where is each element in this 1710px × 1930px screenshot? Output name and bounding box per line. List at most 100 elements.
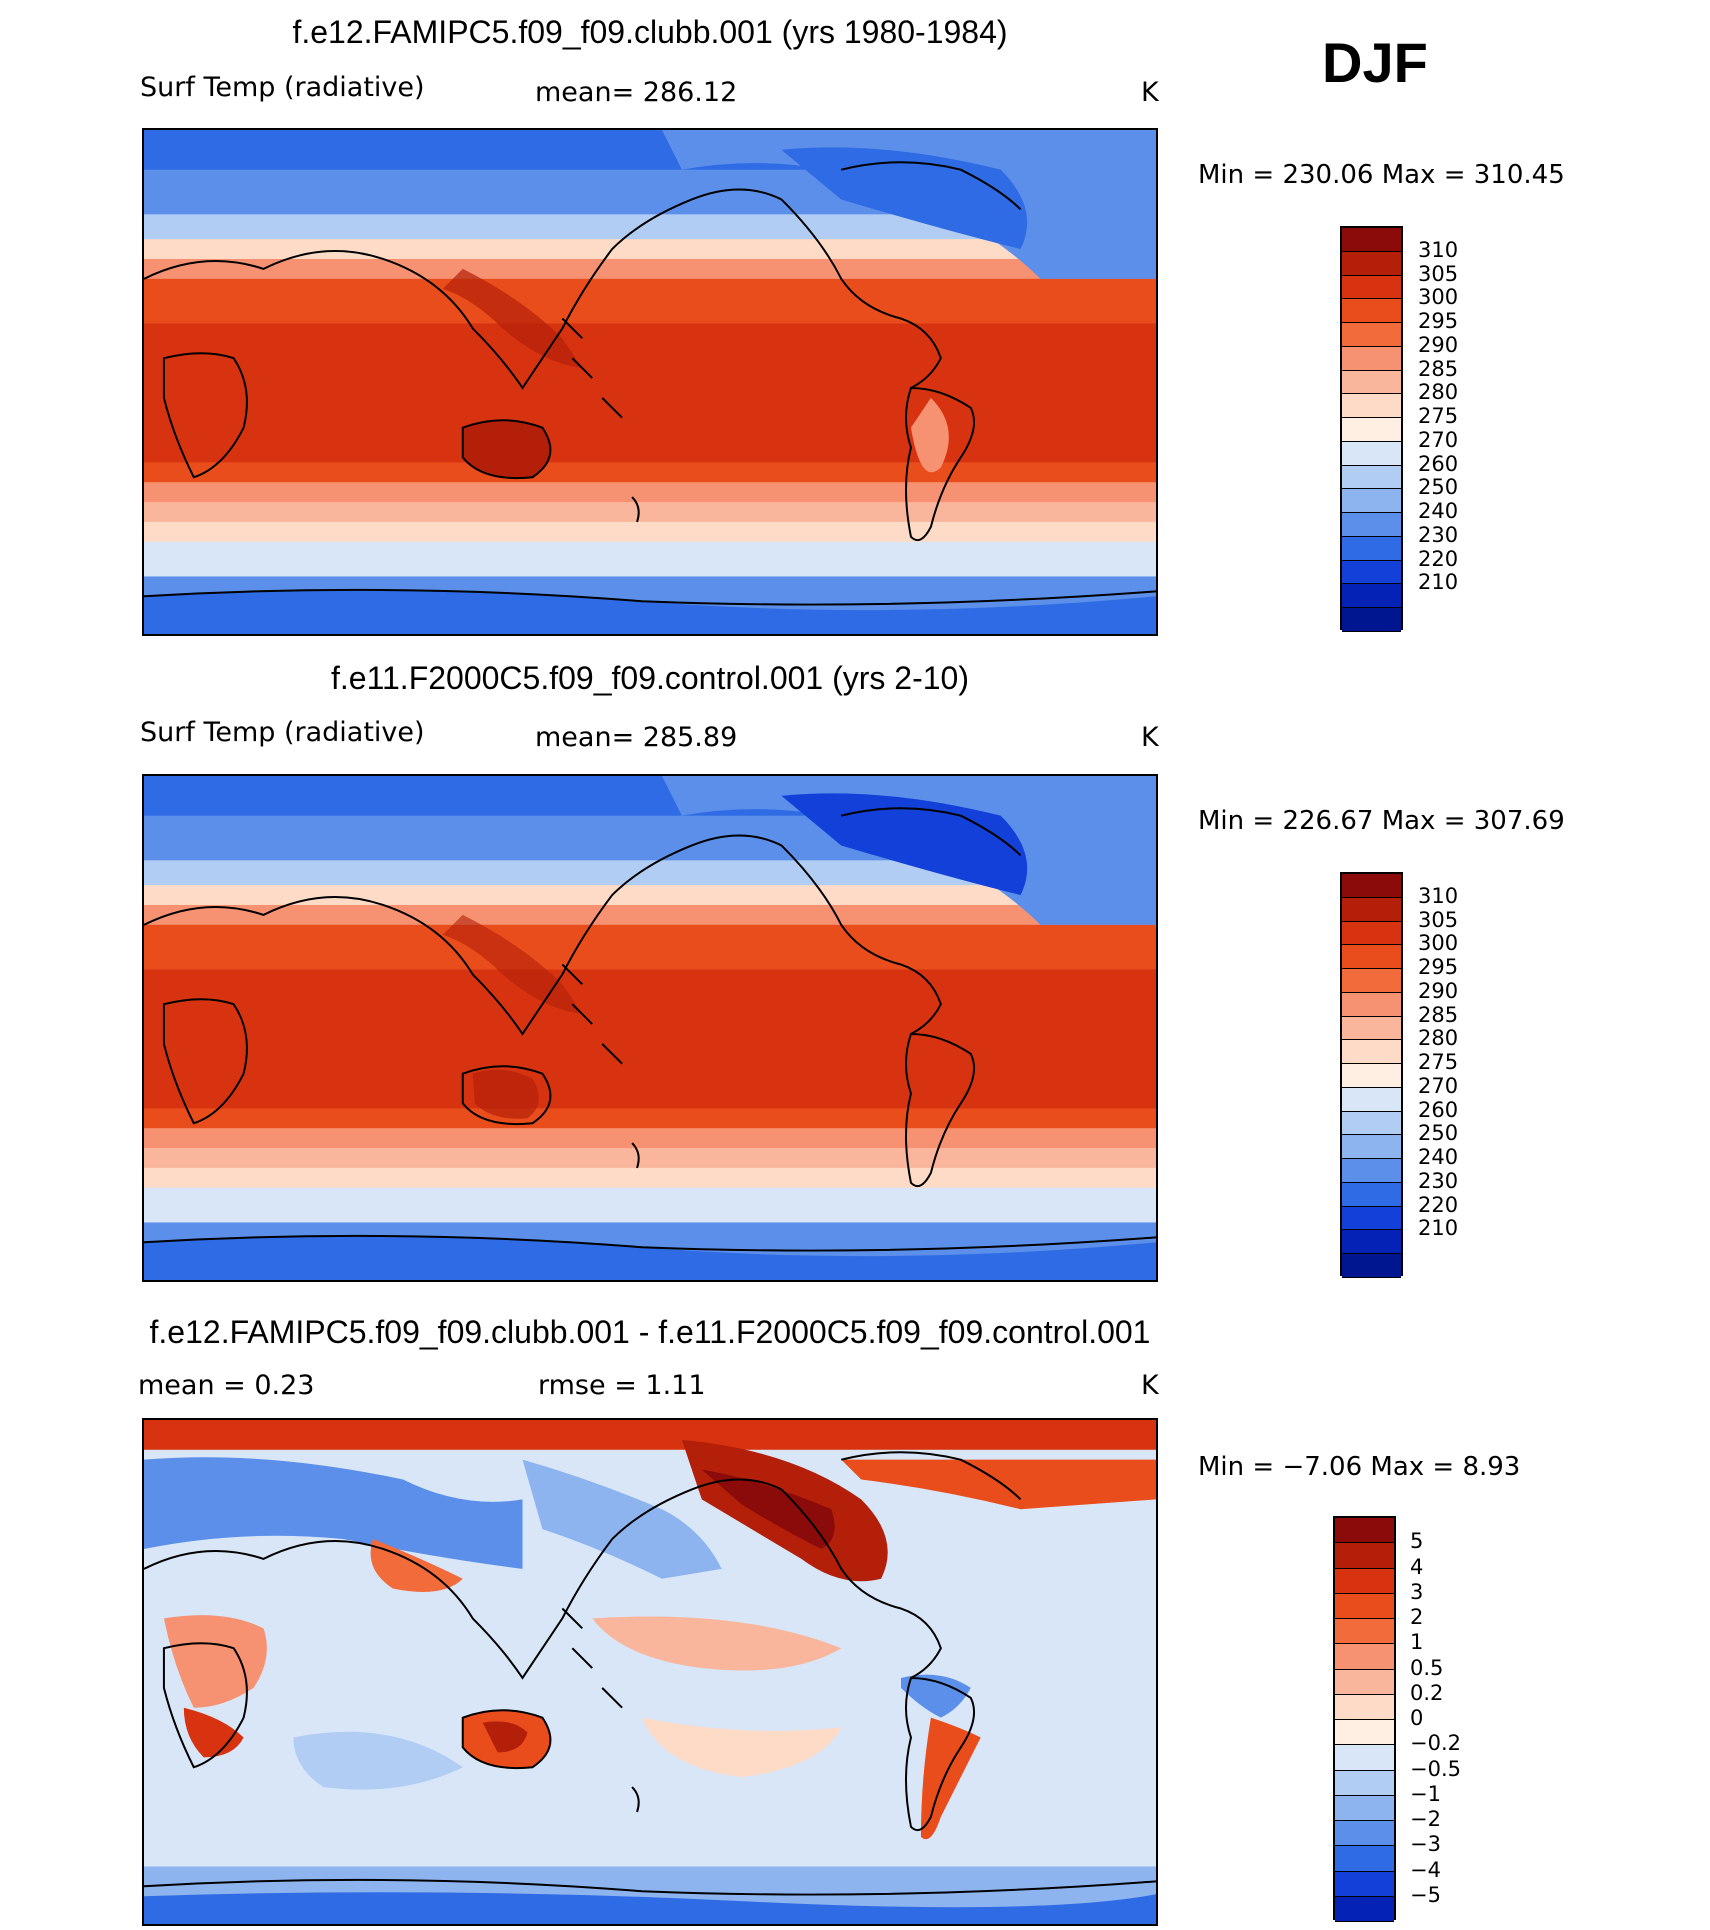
colorbar-swatch	[1342, 418, 1401, 442]
colorbar-swatch	[1335, 1619, 1394, 1645]
colorbar-swatch	[1342, 874, 1401, 898]
colorbar-swatch	[1342, 897, 1401, 922]
colorbar-swatch	[1342, 921, 1401, 946]
colorbar-swatch	[1342, 969, 1401, 993]
colorbar-tick-label: 220	[1418, 546, 1459, 571]
colorbar-swatch	[1342, 536, 1401, 561]
panel-2-variable-label: Surf Temp (radiative)	[140, 717, 425, 748]
colorbar-tick-label: 210	[1418, 570, 1459, 595]
colorbar-swatch	[1342, 465, 1401, 490]
colorbar-tick-label: 285	[1418, 1002, 1459, 1027]
colorbar-tick-label: −4	[1410, 1857, 1441, 1882]
panel-1-map	[142, 128, 1158, 636]
colorbar-swatch	[1335, 1669, 1394, 1695]
colorbar-swatch	[1342, 992, 1401, 1017]
panel-1-field	[144, 130, 1156, 634]
colorbar-tick-label: 270	[1418, 1073, 1459, 1098]
colorbar-tick-label: 275	[1418, 404, 1459, 429]
colorbar-tick-label: 305	[1418, 907, 1459, 932]
panel-1-units-label: K	[1141, 77, 1159, 108]
colorbar-swatch	[1342, 370, 1401, 395]
colorbar-swatch	[1342, 1230, 1401, 1255]
panel-1-minmax-label: Min = 230.06 Max = 310.45	[1198, 160, 1565, 190]
colorbar-tick-label: 280	[1418, 1026, 1459, 1051]
colorbar-tick-label: 240	[1418, 499, 1459, 524]
colorbar-swatch	[1342, 1040, 1401, 1065]
colorbar-swatch	[1335, 1896, 1394, 1922]
panel-2-title: f.e11.F2000C5.f09_f09.control.001 (yrs 2…	[331, 660, 969, 696]
colorbar-tick-label: 270	[1418, 427, 1459, 452]
colorbar-swatch	[1335, 1871, 1394, 1897]
colorbar-swatch	[1335, 1720, 1394, 1746]
colorbar-swatch	[1342, 513, 1401, 537]
colorbar-swatch	[1342, 489, 1401, 514]
colorbar-swatch	[1342, 1159, 1401, 1183]
colorbar-tick-label: 300	[1418, 931, 1459, 956]
colorbar-swatch	[1342, 228, 1401, 252]
panel-3-title: f.e12.FAMIPC5.f09_f09.clubb.001 - f.e11.…	[149, 1314, 1151, 1350]
colorbar-swatch	[1335, 1518, 1394, 1544]
colorbar-tick-label: 0.2	[1410, 1680, 1444, 1705]
colorbar-tick-label: 5	[1410, 1529, 1424, 1554]
colorbar-tick-label: 260	[1418, 451, 1459, 476]
colorbar-tick-label: 290	[1418, 978, 1459, 1003]
colorbar-swatch	[1335, 1593, 1394, 1619]
colorbar-tick-label: 285	[1418, 356, 1459, 381]
colorbar-swatch	[1342, 945, 1401, 970]
colorbar-tick-label: −1	[1410, 1781, 1441, 1806]
colorbar-swatch	[1342, 1182, 1401, 1207]
colorbar-tick-label: 280	[1418, 380, 1459, 405]
colorbar-swatch	[1342, 560, 1401, 585]
colorbar-tick-label: 220	[1418, 1192, 1459, 1217]
colorbar-tick-label: 3	[1410, 1579, 1424, 1604]
colorbar-tick-label: 310	[1418, 883, 1459, 908]
colorbar-swatch	[1335, 1644, 1394, 1670]
colorbar-swatch	[1335, 1770, 1394, 1796]
colorbar-tick-label: 260	[1418, 1097, 1459, 1122]
panel-2-colorbar	[1340, 872, 1403, 1278]
colorbar-swatch	[1342, 441, 1401, 466]
colorbar-swatch	[1335, 1568, 1394, 1594]
colorbar-swatch	[1335, 1694, 1394, 1720]
panel-2-field	[144, 776, 1156, 1280]
colorbar-swatch	[1342, 608, 1401, 632]
colorbar-tick-label: −0.2	[1410, 1731, 1461, 1756]
colorbar-swatch	[1342, 299, 1401, 324]
panel-2-minmax-label: Min = 226.67 Max = 307.69	[1198, 806, 1565, 836]
colorbar-tick-label: 0.5	[1410, 1655, 1444, 1680]
colorbar-swatch	[1342, 1064, 1401, 1088]
colorbar-tick-label: 230	[1418, 1168, 1459, 1193]
colorbar-tick-label: 290	[1418, 332, 1459, 357]
colorbar-swatch	[1335, 1795, 1394, 1821]
colorbar-tick-label: 300	[1418, 285, 1459, 310]
panel-3-mean-label: mean = 0.23	[138, 1370, 315, 1401]
colorbar-swatch	[1335, 1745, 1394, 1771]
colorbar-tick-label: 250	[1418, 1121, 1459, 1146]
panel-3-rmse-label: rmse = 1.11	[538, 1370, 706, 1401]
colorbar-tick-label: −0.5	[1410, 1756, 1461, 1781]
panel-2-map	[142, 774, 1158, 1282]
colorbar-swatch	[1342, 1016, 1401, 1041]
season-label: DJF	[1322, 31, 1428, 94]
colorbar-tick-label: −3	[1410, 1832, 1441, 1857]
colorbar-tick-label: 240	[1418, 1145, 1459, 1170]
colorbar-tick-label: 0	[1410, 1706, 1424, 1730]
panel-1-mean-label: mean= 286.12	[535, 77, 738, 108]
panel-1-title: f.e12.FAMIPC5.f09_f09.clubb.001 (yrs 198…	[292, 14, 1008, 50]
colorbar-swatch	[1342, 394, 1401, 419]
panel-3-map	[142, 1418, 1158, 1926]
colorbar-tick-label: 295	[1418, 955, 1459, 980]
colorbar-tick-label: 210	[1418, 1216, 1459, 1241]
colorbar-swatch	[1335, 1821, 1394, 1847]
colorbar-swatch	[1342, 1111, 1401, 1136]
colorbar-tick-label: 295	[1418, 309, 1459, 334]
colorbar-tick-label: 4	[1410, 1554, 1424, 1579]
colorbar-tick-label: 310	[1418, 237, 1459, 262]
panel-1-colorbar	[1340, 226, 1403, 632]
colorbar-tick-label: −5	[1410, 1882, 1441, 1907]
colorbar-tick-label: 1	[1410, 1630, 1424, 1655]
colorbar-swatch	[1342, 1254, 1401, 1278]
panel-2-mean-label: mean= 285.89	[535, 722, 738, 753]
colorbar-tick-label: 275	[1418, 1050, 1459, 1075]
colorbar-swatch	[1342, 346, 1401, 371]
